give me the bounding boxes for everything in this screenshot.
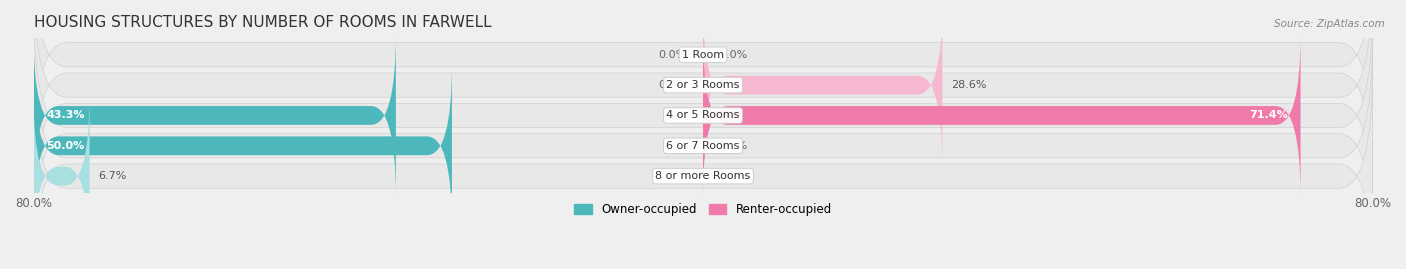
- Text: 0.0%: 0.0%: [720, 50, 748, 60]
- Text: 0.0%: 0.0%: [658, 80, 686, 90]
- FancyBboxPatch shape: [34, 94, 90, 258]
- Text: 8 or more Rooms: 8 or more Rooms: [655, 171, 751, 181]
- Text: Source: ZipAtlas.com: Source: ZipAtlas.com: [1274, 19, 1385, 29]
- FancyBboxPatch shape: [34, 67, 1372, 269]
- Text: 71.4%: 71.4%: [1249, 111, 1288, 121]
- Text: 6.7%: 6.7%: [98, 171, 127, 181]
- Text: 0.0%: 0.0%: [720, 141, 748, 151]
- Text: 50.0%: 50.0%: [46, 141, 84, 151]
- Text: HOUSING STRUCTURES BY NUMBER OF ROOMS IN FARWELL: HOUSING STRUCTURES BY NUMBER OF ROOMS IN…: [34, 15, 491, 30]
- Text: 0.0%: 0.0%: [658, 50, 686, 60]
- Text: 28.6%: 28.6%: [950, 80, 986, 90]
- FancyBboxPatch shape: [703, 3, 942, 167]
- Legend: Owner-occupied, Renter-occupied: Owner-occupied, Renter-occupied: [569, 199, 837, 221]
- FancyBboxPatch shape: [34, 0, 1372, 194]
- FancyBboxPatch shape: [703, 34, 1301, 197]
- FancyBboxPatch shape: [34, 64, 451, 227]
- FancyBboxPatch shape: [34, 0, 1372, 164]
- Text: 4 or 5 Rooms: 4 or 5 Rooms: [666, 111, 740, 121]
- Text: 1 Room: 1 Room: [682, 50, 724, 60]
- Text: 0.0%: 0.0%: [720, 171, 748, 181]
- FancyBboxPatch shape: [34, 6, 1372, 225]
- Text: 2 or 3 Rooms: 2 or 3 Rooms: [666, 80, 740, 90]
- Text: 6 or 7 Rooms: 6 or 7 Rooms: [666, 141, 740, 151]
- FancyBboxPatch shape: [34, 37, 1372, 255]
- Text: 43.3%: 43.3%: [46, 111, 84, 121]
- FancyBboxPatch shape: [34, 34, 396, 197]
